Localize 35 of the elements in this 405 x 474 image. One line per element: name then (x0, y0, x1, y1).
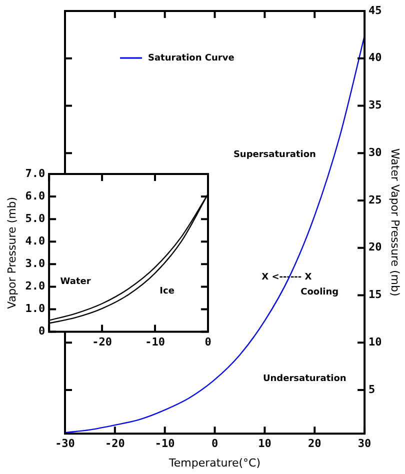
y-tick-label: 20 (368, 240, 382, 254)
x-tick-label: 0 (204, 335, 212, 348)
x-tick-label: 10 (258, 437, 272, 450)
y-tick-label: 5 (368, 382, 376, 396)
y-tick-label: 45 (368, 4, 382, 17)
x-tick-label: -30 (55, 437, 75, 450)
y-axis-title: Vapor Pressure (mb) (5, 196, 18, 309)
y-tick-label: 35 (368, 98, 382, 112)
x-axis-title: Temperature(°C) (168, 456, 261, 470)
y-tick-label: 5.0 (25, 212, 46, 225)
y-tick-label: 30 (368, 146, 382, 159)
y-axis-title: Water Vapor Pressure (mb) (388, 148, 402, 296)
y-tick-label: 7.0 (25, 166, 46, 180)
x-tick-label: -10 (154, 437, 175, 450)
y-tick-label: 25 (368, 193, 382, 206)
y-tick-label: 0 (38, 324, 46, 338)
y-tick-label: 1.0 (25, 302, 46, 316)
y-tick-label: 6.0 (25, 189, 46, 202)
legend-label: Saturation Curve (148, 53, 234, 64)
annotation: Cooling (300, 287, 339, 298)
text: Water (60, 276, 92, 287)
series-label: Ice (160, 286, 174, 297)
x-tick-label: 0 (211, 437, 218, 450)
x-tick-label: 20 (308, 437, 322, 450)
y-tick-label: 4.0 (25, 234, 46, 248)
x-tick-label: -20 (104, 437, 125, 450)
y-tick-label: 40 (368, 51, 382, 64)
x-tick-label: -20 (92, 335, 112, 348)
y-tick-label: 2.0 (25, 280, 46, 293)
x-tick-label: -10 (145, 335, 165, 348)
annotation: Supersaturation (233, 150, 316, 160)
y-tick-label: 3.0 (25, 257, 46, 270)
annotation: Undersaturation (262, 374, 346, 384)
x-tick-label: 30 (358, 437, 372, 450)
y-tick-label: 15 (368, 288, 382, 302)
